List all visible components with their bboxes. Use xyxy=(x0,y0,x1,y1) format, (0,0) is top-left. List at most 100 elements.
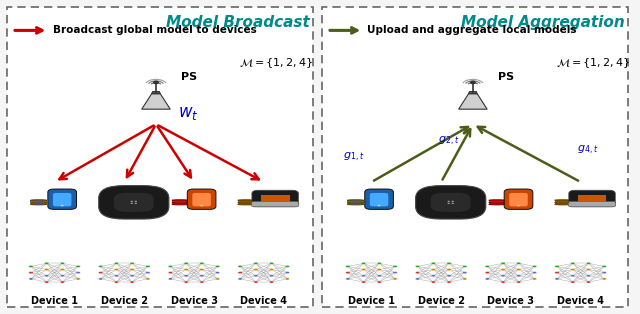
FancyBboxPatch shape xyxy=(172,200,188,202)
Circle shape xyxy=(517,205,520,206)
Circle shape xyxy=(200,205,203,206)
Circle shape xyxy=(44,262,49,264)
Text: Device 4: Device 4 xyxy=(557,296,604,306)
Ellipse shape xyxy=(489,200,505,201)
Circle shape xyxy=(238,265,243,268)
Ellipse shape xyxy=(102,200,118,201)
Circle shape xyxy=(253,275,258,277)
Circle shape xyxy=(130,281,134,283)
Circle shape xyxy=(415,278,420,280)
Circle shape xyxy=(215,278,220,280)
Circle shape xyxy=(415,265,420,268)
Ellipse shape xyxy=(172,200,188,201)
FancyBboxPatch shape xyxy=(237,203,254,204)
Circle shape xyxy=(485,278,490,280)
Circle shape xyxy=(377,281,381,283)
Circle shape xyxy=(60,268,65,271)
Circle shape xyxy=(532,272,537,274)
Circle shape xyxy=(200,275,204,277)
Ellipse shape xyxy=(237,200,254,201)
Circle shape xyxy=(602,278,607,280)
Circle shape xyxy=(570,281,575,283)
Text: Device 2: Device 2 xyxy=(418,296,465,306)
Circle shape xyxy=(29,265,33,268)
Text: Device 4: Device 4 xyxy=(240,296,287,306)
Circle shape xyxy=(346,265,350,268)
FancyBboxPatch shape xyxy=(348,203,364,204)
Ellipse shape xyxy=(348,200,364,201)
Circle shape xyxy=(76,265,81,268)
Ellipse shape xyxy=(419,200,435,201)
Circle shape xyxy=(431,275,436,277)
Text: Device 3: Device 3 xyxy=(170,296,218,306)
Circle shape xyxy=(470,81,475,84)
Circle shape xyxy=(532,265,537,268)
Circle shape xyxy=(377,268,381,271)
Circle shape xyxy=(393,272,397,274)
FancyBboxPatch shape xyxy=(48,189,77,209)
Text: $\mathit{w}_t$: $\mathit{w}_t$ xyxy=(178,104,198,122)
Circle shape xyxy=(29,272,33,274)
Circle shape xyxy=(378,205,381,206)
Circle shape xyxy=(184,281,188,283)
Circle shape xyxy=(238,272,243,274)
Circle shape xyxy=(154,81,158,84)
FancyBboxPatch shape xyxy=(555,200,571,202)
Polygon shape xyxy=(459,94,487,109)
Text: Upload and aggregate local models: Upload and aggregate local models xyxy=(367,25,577,35)
FancyBboxPatch shape xyxy=(99,186,169,219)
Ellipse shape xyxy=(172,202,188,203)
Circle shape xyxy=(44,275,49,277)
Circle shape xyxy=(145,265,150,268)
FancyBboxPatch shape xyxy=(504,189,533,209)
FancyBboxPatch shape xyxy=(431,193,470,212)
Circle shape xyxy=(114,275,118,277)
Ellipse shape xyxy=(489,202,505,203)
Circle shape xyxy=(516,262,521,264)
FancyBboxPatch shape xyxy=(443,205,458,211)
Circle shape xyxy=(346,278,350,280)
Circle shape xyxy=(168,278,173,280)
Text: Device 3: Device 3 xyxy=(488,296,534,306)
FancyBboxPatch shape xyxy=(188,189,216,209)
FancyBboxPatch shape xyxy=(193,193,211,206)
Circle shape xyxy=(134,203,137,204)
Circle shape xyxy=(377,275,381,277)
Circle shape xyxy=(29,278,33,280)
Circle shape xyxy=(99,265,103,268)
Text: Model Broadcast: Model Broadcast xyxy=(166,15,310,30)
FancyBboxPatch shape xyxy=(370,193,388,206)
Polygon shape xyxy=(322,7,628,307)
Circle shape xyxy=(114,268,118,271)
Circle shape xyxy=(447,203,450,204)
FancyBboxPatch shape xyxy=(489,203,505,204)
Circle shape xyxy=(130,262,134,264)
Circle shape xyxy=(131,203,133,204)
Circle shape xyxy=(362,268,366,271)
Ellipse shape xyxy=(419,204,435,205)
Circle shape xyxy=(184,275,188,277)
Circle shape xyxy=(500,268,506,271)
FancyBboxPatch shape xyxy=(31,200,47,202)
Circle shape xyxy=(61,205,64,206)
Ellipse shape xyxy=(237,202,254,203)
Circle shape xyxy=(451,201,454,202)
FancyBboxPatch shape xyxy=(237,200,254,202)
Circle shape xyxy=(602,265,607,268)
Circle shape xyxy=(215,272,220,274)
Circle shape xyxy=(253,268,258,271)
Ellipse shape xyxy=(31,202,47,203)
FancyBboxPatch shape xyxy=(577,195,607,202)
Circle shape xyxy=(269,281,274,283)
Circle shape xyxy=(362,262,366,264)
Circle shape xyxy=(184,268,188,271)
Ellipse shape xyxy=(555,202,571,203)
Circle shape xyxy=(500,281,506,283)
Polygon shape xyxy=(7,7,313,307)
Circle shape xyxy=(215,265,220,268)
Circle shape xyxy=(500,262,506,264)
Circle shape xyxy=(586,281,591,283)
FancyBboxPatch shape xyxy=(252,201,299,207)
Circle shape xyxy=(114,262,118,264)
Circle shape xyxy=(253,262,258,264)
